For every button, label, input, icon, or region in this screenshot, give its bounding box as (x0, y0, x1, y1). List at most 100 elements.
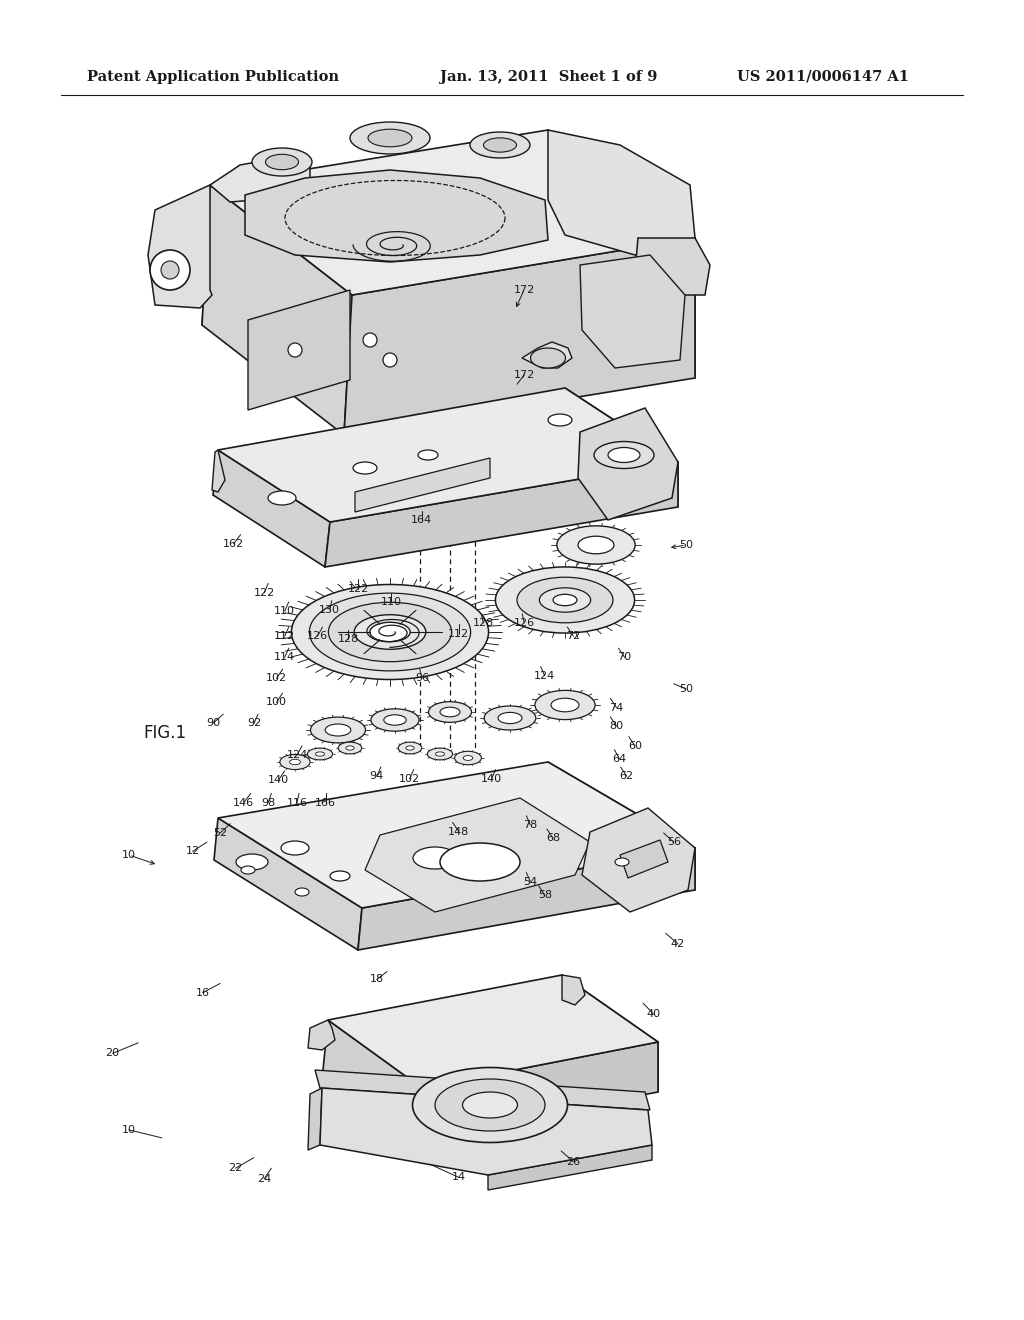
Text: 74: 74 (609, 702, 624, 713)
Text: FIG.1: FIG.1 (143, 723, 186, 742)
Ellipse shape (413, 1068, 567, 1143)
Polygon shape (548, 762, 695, 890)
Text: 96: 96 (415, 673, 429, 684)
Ellipse shape (281, 841, 309, 855)
Ellipse shape (295, 888, 309, 896)
Text: 40: 40 (646, 1008, 660, 1019)
Ellipse shape (329, 602, 452, 661)
Text: 130: 130 (319, 605, 340, 615)
Polygon shape (562, 975, 585, 1005)
Ellipse shape (290, 759, 300, 764)
Text: 172: 172 (514, 370, 535, 380)
Text: 50: 50 (679, 540, 693, 550)
Text: 60: 60 (628, 741, 642, 751)
Text: 62: 62 (620, 771, 634, 781)
Polygon shape (522, 342, 572, 368)
Ellipse shape (594, 441, 654, 469)
Ellipse shape (236, 854, 268, 870)
Ellipse shape (368, 129, 412, 147)
Text: 22: 22 (228, 1163, 243, 1173)
Ellipse shape (440, 843, 520, 880)
Text: 140: 140 (481, 774, 502, 784)
Ellipse shape (288, 343, 302, 356)
Ellipse shape (398, 742, 422, 754)
Text: 128: 128 (338, 634, 358, 644)
Ellipse shape (310, 717, 366, 743)
Polygon shape (319, 1088, 652, 1175)
Polygon shape (148, 185, 212, 308)
Text: Jan. 13, 2011  Sheet 1 of 9: Jan. 13, 2011 Sheet 1 of 9 (440, 70, 657, 83)
Polygon shape (562, 975, 658, 1092)
Ellipse shape (350, 121, 430, 154)
Ellipse shape (427, 748, 453, 760)
Ellipse shape (540, 587, 591, 612)
Polygon shape (218, 762, 695, 908)
Ellipse shape (470, 132, 530, 158)
Polygon shape (488, 1144, 652, 1191)
Text: 14: 14 (452, 1172, 466, 1183)
Ellipse shape (265, 154, 299, 170)
Text: 146: 146 (233, 797, 254, 808)
Polygon shape (214, 818, 362, 950)
Text: 70: 70 (617, 652, 632, 663)
Text: 20: 20 (105, 1048, 120, 1059)
Text: 148: 148 (449, 826, 469, 837)
Text: 94: 94 (370, 771, 384, 781)
Ellipse shape (578, 536, 614, 554)
Polygon shape (328, 975, 658, 1088)
Ellipse shape (496, 568, 635, 634)
Text: 112: 112 (274, 631, 295, 642)
Ellipse shape (161, 261, 179, 279)
Polygon shape (620, 840, 668, 878)
Text: 166: 166 (315, 797, 336, 808)
Text: 58: 58 (538, 890, 552, 900)
Ellipse shape (463, 755, 473, 760)
Ellipse shape (413, 847, 457, 869)
Text: 100: 100 (266, 697, 287, 708)
Polygon shape (218, 388, 678, 521)
Polygon shape (365, 799, 590, 912)
Ellipse shape (309, 593, 471, 671)
Ellipse shape (338, 742, 361, 754)
Text: 112: 112 (449, 628, 469, 639)
Ellipse shape (150, 249, 190, 290)
Polygon shape (210, 129, 695, 294)
Ellipse shape (354, 615, 426, 649)
Text: 116: 116 (287, 797, 307, 808)
Polygon shape (582, 808, 695, 912)
Polygon shape (578, 408, 678, 520)
Text: 10: 10 (122, 1125, 136, 1135)
Text: 78: 78 (523, 820, 538, 830)
Ellipse shape (315, 752, 325, 756)
Ellipse shape (268, 491, 296, 506)
Text: 124: 124 (287, 750, 307, 760)
Ellipse shape (615, 858, 629, 866)
Ellipse shape (406, 746, 414, 750)
Ellipse shape (370, 622, 411, 642)
Polygon shape (210, 154, 310, 202)
Polygon shape (212, 450, 225, 492)
Polygon shape (358, 847, 695, 950)
Polygon shape (325, 462, 678, 568)
Ellipse shape (551, 698, 579, 711)
Text: 124: 124 (535, 671, 555, 681)
Ellipse shape (252, 148, 312, 176)
Polygon shape (548, 129, 695, 378)
Ellipse shape (530, 348, 565, 368)
Ellipse shape (440, 708, 460, 717)
Text: 12: 12 (185, 846, 200, 857)
Ellipse shape (292, 585, 488, 680)
Ellipse shape (241, 866, 255, 874)
Text: 80: 80 (609, 721, 624, 731)
Text: 126: 126 (307, 631, 328, 642)
Ellipse shape (371, 709, 419, 731)
Text: 110: 110 (381, 597, 401, 607)
Ellipse shape (646, 833, 674, 847)
Text: 42: 42 (671, 939, 685, 949)
Text: 102: 102 (266, 673, 287, 684)
Polygon shape (308, 1020, 335, 1049)
Polygon shape (213, 450, 330, 568)
Text: 102: 102 (399, 774, 420, 784)
Polygon shape (202, 185, 352, 436)
Ellipse shape (353, 462, 377, 474)
